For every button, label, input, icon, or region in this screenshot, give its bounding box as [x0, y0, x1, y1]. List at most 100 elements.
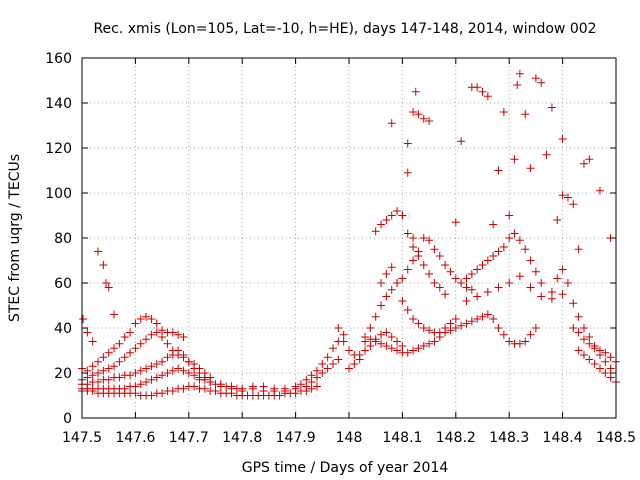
data-point [393, 207, 402, 215]
data-point [361, 346, 370, 355]
data-point [531, 267, 540, 276]
data-point [211, 387, 220, 395]
data-point [302, 382, 311, 391]
data-point [190, 364, 199, 373]
data-point [494, 283, 503, 292]
data-point [398, 297, 407, 305]
data-point [131, 344, 140, 353]
y-tick-label: 80 [54, 231, 72, 247]
x-axis-label: GPS time / Days of year 2014 [242, 460, 449, 476]
data-point [537, 279, 546, 287]
data-point [414, 344, 423, 353]
data-point [179, 351, 188, 359]
data-point [403, 168, 412, 177]
data-point [345, 346, 353, 355]
data-point [131, 369, 140, 377]
data-point [323, 364, 332, 373]
data-point [158, 389, 167, 398]
data-point [104, 375, 113, 384]
x-tick-label: 148.3 [489, 430, 529, 446]
data-point [398, 274, 407, 283]
data-point [441, 328, 450, 337]
data-point [190, 382, 199, 391]
data-point [494, 166, 503, 175]
data-point [403, 265, 412, 274]
data-point [526, 256, 535, 265]
data-point [569, 200, 578, 209]
data-point [147, 330, 156, 339]
data-point [270, 384, 279, 393]
data-point [387, 211, 396, 220]
data-point [409, 243, 418, 251]
data-point [99, 261, 108, 269]
data-point [238, 384, 247, 393]
data-point [558, 290, 567, 299]
y-tick-label: 20 [54, 366, 72, 382]
data-point [382, 292, 391, 301]
data-point [307, 371, 316, 380]
data-point [158, 371, 167, 380]
data-point [147, 375, 156, 384]
data-point [409, 256, 418, 265]
data-point [99, 366, 108, 375]
data-point [328, 360, 337, 368]
data-point [88, 337, 97, 346]
data-point [94, 357, 103, 366]
data-point [318, 360, 327, 368]
data-point [387, 263, 396, 272]
data-point [521, 110, 530, 119]
chart-title: Rec. xmis (Lon=105, Lat=-10, h=HE), days… [93, 21, 596, 37]
data-point [574, 346, 583, 355]
data-point [200, 384, 209, 393]
data-point [366, 342, 375, 350]
data-point [505, 234, 514, 242]
data-point [579, 335, 588, 344]
data-point [88, 371, 97, 380]
y-axis-label: STEC from uqrg / TECUs [7, 154, 23, 322]
data-point [79, 315, 88, 323]
data-point [179, 366, 188, 375]
y-tick-label: 60 [54, 276, 72, 292]
data-point [419, 234, 428, 242]
data-point [606, 353, 615, 362]
data-points [78, 69, 620, 400]
x-tick-label: 148.5 [596, 430, 636, 446]
data-point [366, 324, 375, 332]
data-point [307, 378, 316, 386]
x-tick-label: 147.9 [276, 430, 316, 446]
data-point [371, 227, 380, 236]
data-point [563, 193, 572, 202]
data-point [152, 319, 161, 328]
data-point [275, 391, 284, 400]
data-point [110, 362, 119, 371]
data-point [168, 328, 177, 337]
data-point [419, 114, 428, 123]
data-point [489, 315, 498, 323]
data-point [248, 382, 257, 391]
grid-lines [82, 58, 616, 418]
data-point [467, 285, 476, 294]
data-point [291, 382, 300, 391]
data-point [435, 283, 444, 292]
data-point [398, 342, 407, 350]
data-point [409, 234, 418, 242]
data-point [526, 164, 535, 173]
data-point [547, 103, 556, 112]
data-point [494, 324, 503, 332]
x-tick-label: 147.8 [222, 430, 262, 446]
data-point [457, 137, 466, 146]
data-point [115, 373, 124, 382]
data-point [152, 328, 161, 337]
data-point [435, 252, 444, 260]
data-point [377, 301, 386, 310]
data-point [387, 344, 396, 353]
data-point [526, 330, 535, 339]
data-point [558, 191, 567, 200]
data-point [334, 355, 343, 364]
data-point [419, 342, 428, 350]
data-point [377, 220, 386, 229]
data-point [414, 252, 423, 260]
data-point [585, 333, 594, 341]
data-point [451, 218, 460, 227]
data-point [574, 328, 583, 337]
